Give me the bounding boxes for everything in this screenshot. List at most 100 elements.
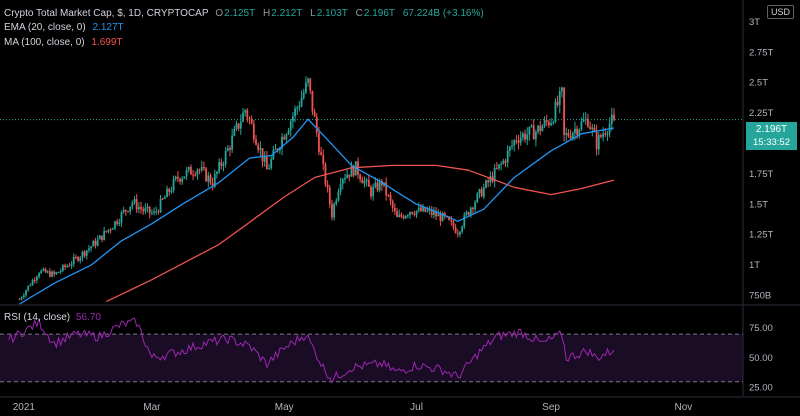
candle-body [352,165,355,176]
candle-body [127,211,129,213]
ma-line [106,164,615,303]
candle-body [580,121,583,130]
candle-body [205,168,208,182]
candle-body [374,182,377,188]
candle-body [530,125,533,127]
candle-body [185,170,188,177]
y-tick-label: 1T [749,260,760,271]
candle-body [96,239,99,246]
rsi-tick-label: 50.00 [749,353,773,364]
currency-button[interactable]: USD [766,5,794,19]
candle-body [294,108,296,117]
candle-body [203,166,205,169]
candle-body [72,257,75,264]
chart-header: Crypto Total Market Cap, $, 1D, CRYPTOCA… [4,7,489,20]
candle-body [532,125,535,140]
candle-body [90,246,93,249]
candle-body [129,206,132,212]
candle-body [415,210,418,215]
candle-body [420,207,422,212]
candle-body [51,271,53,277]
candle-body [98,235,101,240]
rsi-tick-label: 75.00 [749,323,773,334]
candle-body [183,176,186,179]
candle-body [339,183,342,192]
candle-body [430,209,433,215]
candle-body [335,200,338,204]
candle-body [341,179,344,184]
candle-body [248,118,251,120]
candle-body [159,198,162,213]
candle-body [66,265,69,267]
candle-body [597,135,600,150]
candle-body [116,221,119,224]
candle-body [361,179,364,184]
candle-body [472,207,474,210]
candle-body [274,148,277,150]
rsi-legend[interactable]: RSI (14, close) 56.70 [4,312,101,323]
x-tick-label: Nov [675,402,693,413]
candle-body [400,214,403,217]
candle-body [302,92,305,98]
candle-body [417,207,420,211]
candle-body [571,132,574,139]
candle-body [313,111,316,117]
candle-body [348,174,351,177]
open-label: O [215,8,224,19]
candle-body [498,164,500,169]
candle-body [77,257,80,261]
ema-legend[interactable]: EMA (20, close, 0) 2.127T [4,21,128,34]
candle-body [363,180,366,184]
candle-body [344,178,346,180]
candle-body [211,183,214,187]
candle-body [187,166,190,171]
candle-body [22,295,25,298]
candle-body [478,189,481,194]
rsi-value: 56.70 [75,312,101,323]
candle-body [439,214,442,222]
candle-body [524,133,526,140]
candle-body [213,174,216,187]
candle-body [46,271,49,273]
bar-countdown: 15:33:52 [753,137,790,148]
ma-legend[interactable]: MA (100, close, 0) 1.699T [4,36,127,49]
candle-body [268,168,270,170]
candle-body [101,235,103,240]
candle-body [404,215,407,219]
candle-body [493,168,496,182]
candle-body [333,203,336,218]
candle-body [389,195,392,202]
candle-body [424,206,427,212]
candle-body [44,268,47,273]
candle-body [81,251,84,258]
low-label: L [310,8,316,19]
ema-label: EMA (20, close, 0) [4,22,86,33]
candle-body [157,211,160,213]
candle-body [487,180,490,183]
candle-body [370,186,372,197]
candle-body [261,148,264,162]
candle-body [428,209,431,211]
candle-body [461,226,464,232]
candle-body [196,169,199,176]
candle-body [111,228,114,230]
candle-body [465,212,468,215]
candle-body [124,209,127,212]
candle-body [602,133,605,137]
candle-body [578,129,581,135]
last-price-value: 2.196T [755,124,788,135]
candle-body [413,213,416,215]
candle-body [600,135,602,137]
candle-body [88,248,90,251]
rsi-label: RSI (14, close) [4,312,71,323]
candle-body [181,178,184,182]
candle-body [83,251,86,256]
candle-body [146,206,149,209]
x-tick-label: Mar [143,402,161,413]
candle-body [229,148,231,150]
candle-body [31,280,34,286]
candle-body [42,268,45,271]
candle-body [179,178,181,182]
candle-body [495,168,498,170]
